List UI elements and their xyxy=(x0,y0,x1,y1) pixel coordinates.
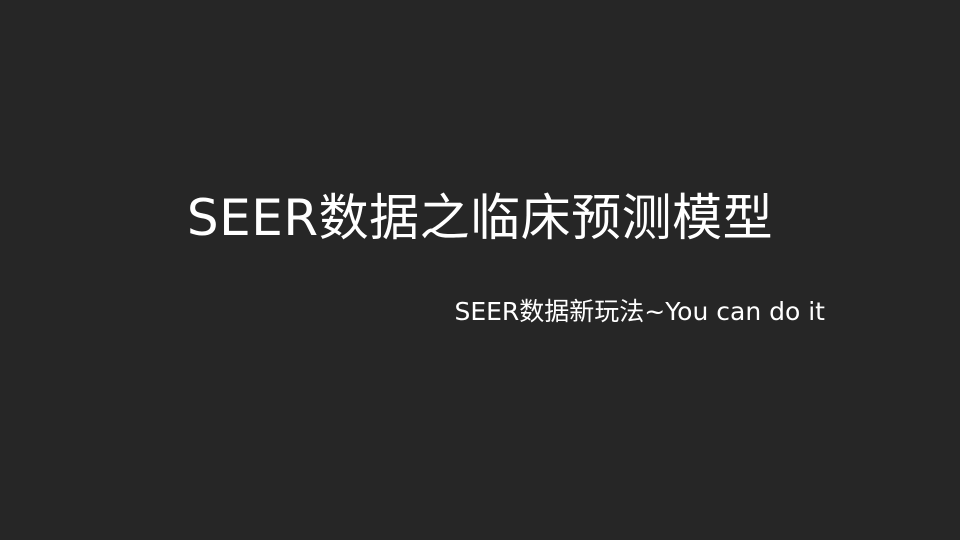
slide-subtitle: SEER数据新玩法~You can do it xyxy=(454,297,825,326)
slide-title: SEER数据之临床预测模型 xyxy=(186,189,774,247)
